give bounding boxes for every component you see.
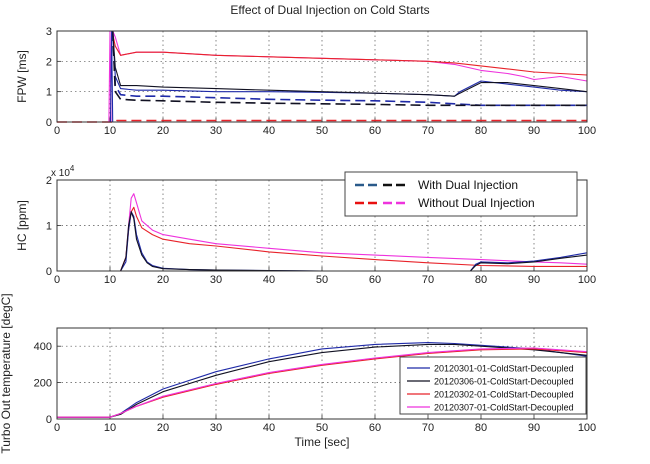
turbo-legend: 20120301-01-ColdStart-Decoupled 20120306-… <box>399 356 587 415</box>
hc-x-tick-label: 80 <box>475 274 487 286</box>
fpw-series-line-6 <box>111 30 587 107</box>
fpw-x-tick-label: 50 <box>316 125 328 137</box>
hc-y-tick-label: 0 <box>46 266 52 278</box>
fpw-x-tick-label: 60 <box>369 125 381 137</box>
hc-axis-multiplier: x 104 <box>51 164 75 179</box>
turbo-x-tick-label: 70 <box>422 422 434 434</box>
hc-x-tick-label: 30 <box>210 274 222 286</box>
fpw-x-tick-label: 40 <box>263 125 275 137</box>
turbo-x-tick-label: 10 <box>104 422 116 434</box>
turbo-legend-entry: 20120301-01-ColdStart-Decoupled <box>434 364 574 374</box>
turbo-y-tick-label: 400 <box>34 341 52 353</box>
turbo-y-tick-label: 200 <box>34 378 52 390</box>
turbo-x-tick-label: 80 <box>475 422 487 434</box>
hc-legend-box <box>344 171 578 217</box>
fpw-x-tick-label: 90 <box>528 125 540 137</box>
hc-x-tick-label: 50 <box>316 274 328 286</box>
fpw-y-axis-label: FPW [ms] <box>15 50 29 103</box>
fpw-x-tick-label: 0 <box>54 125 60 137</box>
hc-x-tick-label: 90 <box>528 274 540 286</box>
fpw-x-tick-label: 80 <box>475 125 487 137</box>
turbo-x-tick-label: 90 <box>528 422 540 434</box>
fpw-y-tick-label: 3 <box>46 26 52 38</box>
turbo-legend-box <box>399 356 587 415</box>
turbo-series-line-4 <box>57 347 588 418</box>
turbo-axes-frame <box>56 327 588 420</box>
fpw-y-tick-label: 1 <box>46 87 52 99</box>
fpw-x-tick-label: 10 <box>104 125 116 137</box>
hc-x-tick-label: 20 <box>157 274 169 286</box>
turbo-x-tick-label: 60 <box>369 422 381 434</box>
fpw-x-tick-label: 100 <box>578 125 596 137</box>
fpw-series-line-2 <box>112 33 588 76</box>
turbo-x-tick-label: 30 <box>210 422 222 434</box>
turbo-series-line-1 <box>57 342 588 418</box>
hc-y-tick-label: 1 <box>46 221 52 233</box>
fpw-series-line-4 <box>112 30 588 97</box>
fpw-axes-frame <box>56 30 588 123</box>
chart-fpw: 0 10 20 30 40 50 60 70 80 90 100 0 1 2 3 FPW [ms] <box>15 26 596 137</box>
turbo-x-tick-label: 50 <box>316 422 328 434</box>
turbo-x-axis-label: Time [sec] <box>295 435 350 449</box>
hc-x-tick-label: 10 <box>104 274 116 286</box>
hc-legend: With Dual Injection Without Dual Injecti… <box>344 171 578 217</box>
turbo-y-axis-label: Turbo Out temperature [degC] <box>0 293 13 453</box>
fpw-x-tick-label: 20 <box>157 125 169 137</box>
hc-series-line-4 <box>57 211 588 272</box>
turbo-legend-entry: 20120302-01-ColdStart-Decoupled <box>434 390 574 400</box>
fpw-y-tick-label: 2 <box>46 56 52 68</box>
hc-y-axis-label: HC [ppm] <box>15 200 29 251</box>
turbo-x-tick-label: 0 <box>54 422 60 434</box>
hc-x-tick-label: 100 <box>578 274 596 286</box>
turbo-x-tick-label: 20 <box>157 422 169 434</box>
turbo-x-tick-label: 40 <box>263 422 275 434</box>
hc-x-tick-label: 60 <box>369 274 381 286</box>
turbo-x-tick-label: 100 <box>578 422 596 434</box>
hc-axes-frame <box>56 179 588 272</box>
hc-legend-entry-nodual: Without Dual Injection <box>418 196 535 210</box>
fpw-x-tick-label: 30 <box>210 125 222 137</box>
hc-x-tick-label: 40 <box>263 274 275 286</box>
turbo-legend-entry: 20120307-01-ColdStart-Decoupled <box>434 403 574 413</box>
figure-title: Effect of Dual Injection on Cold Starts <box>230 3 429 17</box>
fpw-x-tick-label: 70 <box>422 125 434 137</box>
hc-x-tick-label: 70 <box>422 274 434 286</box>
turbo-y-tick-label: 0 <box>46 414 52 426</box>
hc-y-tick-label: 2 <box>46 175 52 187</box>
hc-x-tick-label: 0 <box>54 274 60 286</box>
hc-legend-entry-dual: With Dual Injection <box>418 178 518 192</box>
fpw-y-tick-label: 0 <box>46 117 52 129</box>
turbo-legend-entry: 20120306-01-ColdStart-Decoupled <box>434 377 574 387</box>
